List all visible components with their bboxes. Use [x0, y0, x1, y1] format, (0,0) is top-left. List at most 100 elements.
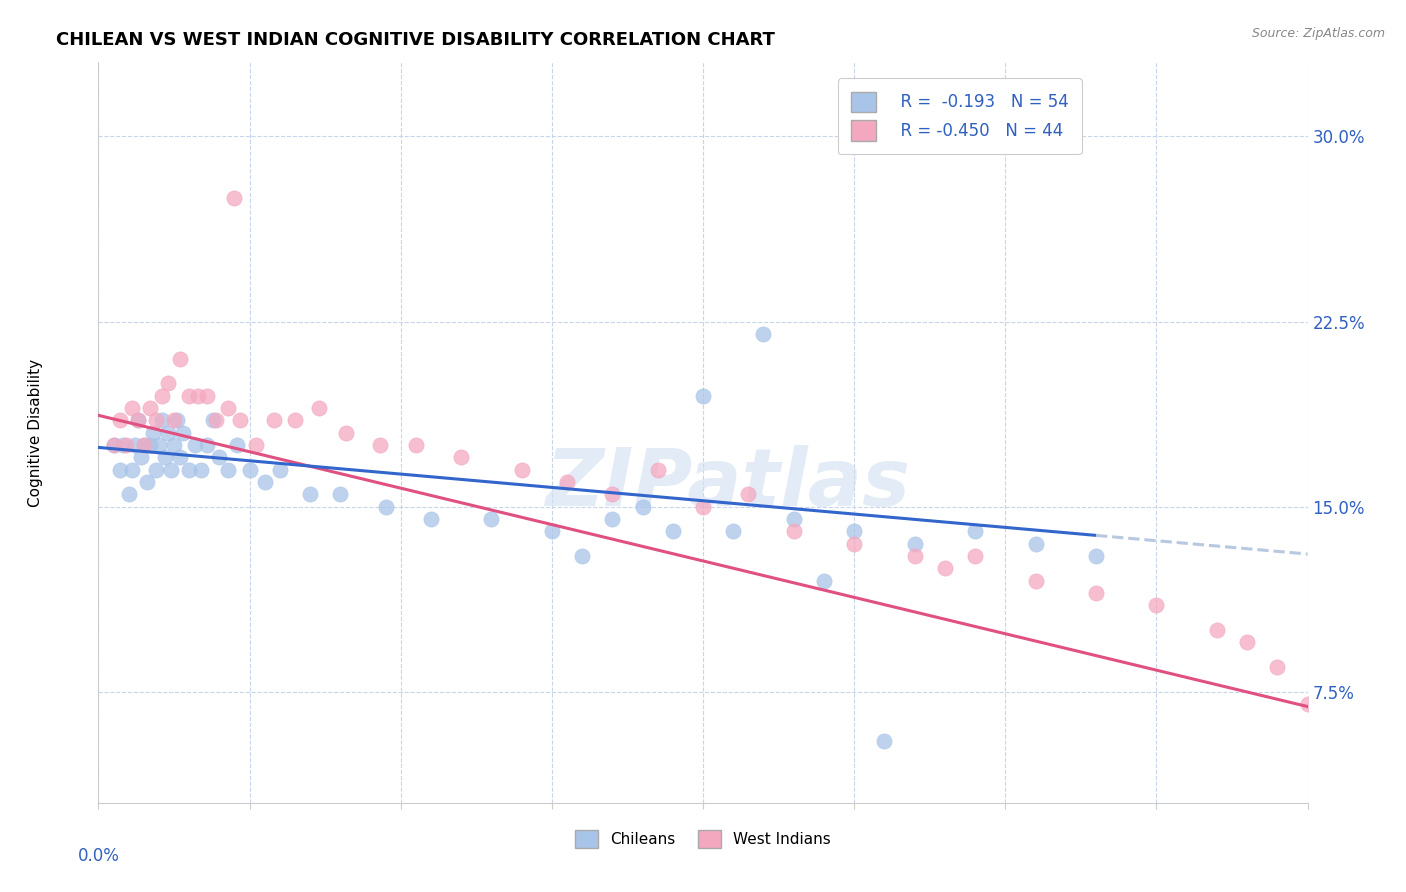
Point: [229, 413, 252, 427]
Text: ZIPatlas: ZIPatlas: [544, 445, 910, 524]
Point: [602, 512, 624, 526]
Point: [226, 438, 249, 452]
Point: [166, 413, 188, 427]
Point: [156, 376, 179, 391]
Point: [1267, 660, 1289, 674]
Point: [661, 524, 683, 539]
Point: [737, 487, 759, 501]
Point: [481, 512, 503, 526]
Point: [127, 413, 149, 427]
Point: [308, 401, 330, 415]
Point: [150, 413, 173, 427]
Point: [1206, 623, 1229, 637]
Point: [368, 438, 391, 452]
Point: [965, 549, 987, 563]
Point: [148, 438, 170, 452]
Point: [723, 524, 745, 539]
Point: [202, 413, 225, 427]
Point: [160, 462, 183, 476]
Point: [139, 401, 162, 415]
Point: [217, 401, 239, 415]
Point: [692, 389, 714, 403]
Point: [813, 574, 835, 588]
Point: [108, 413, 131, 427]
Point: [145, 462, 167, 476]
Legend: Chileans, West Indians: Chileans, West Indians: [569, 823, 837, 855]
Point: [190, 462, 212, 476]
Point: [253, 475, 276, 489]
Point: [132, 438, 155, 452]
Point: [150, 389, 173, 403]
Point: [118, 487, 141, 501]
Point: [127, 413, 149, 427]
Point: [153, 450, 176, 465]
Point: [844, 536, 866, 550]
Point: [195, 389, 218, 403]
Point: [1236, 635, 1258, 649]
Point: [329, 487, 352, 501]
Point: [208, 450, 231, 465]
Point: [163, 413, 186, 427]
Point: [156, 425, 179, 440]
Point: [108, 462, 131, 476]
Point: [1085, 586, 1108, 600]
Point: [1296, 697, 1319, 711]
Point: [631, 500, 654, 514]
Point: [284, 413, 307, 427]
Point: [752, 326, 775, 341]
Point: [142, 425, 165, 440]
Point: [224, 191, 246, 205]
Point: [187, 389, 209, 403]
Point: [239, 462, 262, 476]
Point: [163, 438, 186, 452]
Point: [103, 438, 125, 452]
Point: [111, 438, 134, 452]
Point: [205, 413, 228, 427]
Point: [335, 425, 357, 440]
Point: [121, 401, 143, 415]
Point: [783, 512, 806, 526]
Point: [145, 413, 167, 427]
Point: [114, 438, 136, 452]
Point: [510, 462, 533, 476]
Y-axis label: Cognitive Disability: Cognitive Disability: [28, 359, 42, 507]
Point: [420, 512, 443, 526]
Text: CHILEAN VS WEST INDIAN COGNITIVE DISABILITY CORRELATION CHART: CHILEAN VS WEST INDIAN COGNITIVE DISABIL…: [56, 31, 775, 49]
Point: [692, 500, 714, 514]
Point: [1024, 574, 1046, 588]
Point: [555, 475, 578, 489]
Point: [647, 462, 669, 476]
Point: [245, 438, 267, 452]
Point: [904, 536, 927, 550]
Point: [1085, 549, 1108, 563]
Text: 0.0%: 0.0%: [77, 847, 120, 865]
Point: [934, 561, 956, 575]
Text: Source: ZipAtlas.com: Source: ZipAtlas.com: [1251, 27, 1385, 40]
Point: [172, 425, 194, 440]
Point: [263, 413, 285, 427]
Point: [450, 450, 472, 465]
Point: [124, 438, 146, 452]
Point: [873, 734, 896, 748]
Point: [844, 524, 866, 539]
Point: [139, 438, 162, 452]
Point: [1144, 599, 1167, 613]
Point: [405, 438, 427, 452]
Point: [217, 462, 239, 476]
Point: [103, 438, 125, 452]
Point: [904, 549, 927, 563]
Point: [179, 389, 201, 403]
Point: [374, 500, 396, 514]
Point: [135, 475, 157, 489]
Point: [571, 549, 593, 563]
Point: [184, 438, 207, 452]
Point: [269, 462, 291, 476]
Point: [299, 487, 322, 501]
Point: [179, 462, 201, 476]
Point: [602, 487, 624, 501]
Point: [965, 524, 987, 539]
Point: [129, 450, 152, 465]
Point: [1024, 536, 1046, 550]
Point: [783, 524, 806, 539]
Point: [169, 450, 191, 465]
